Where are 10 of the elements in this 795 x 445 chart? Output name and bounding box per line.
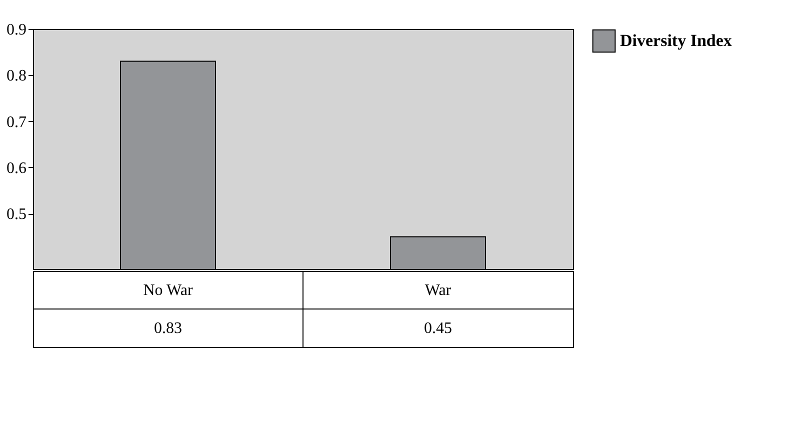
y-tick-label: 0.5	[6, 206, 26, 224]
data-label: 0.83	[154, 320, 182, 337]
x-tick-label: No War	[143, 282, 194, 299]
y-tick-label: 0.7	[6, 114, 26, 131]
y-tick-label: 0.8	[6, 68, 26, 85]
y-tick-label: 0.6	[6, 160, 26, 177]
legend-label: Diversity Index	[620, 31, 732, 50]
x-tick-label: War	[424, 282, 452, 299]
data-label: 0.45	[424, 320, 452, 337]
y-tick-label: 0.9	[6, 22, 26, 38]
